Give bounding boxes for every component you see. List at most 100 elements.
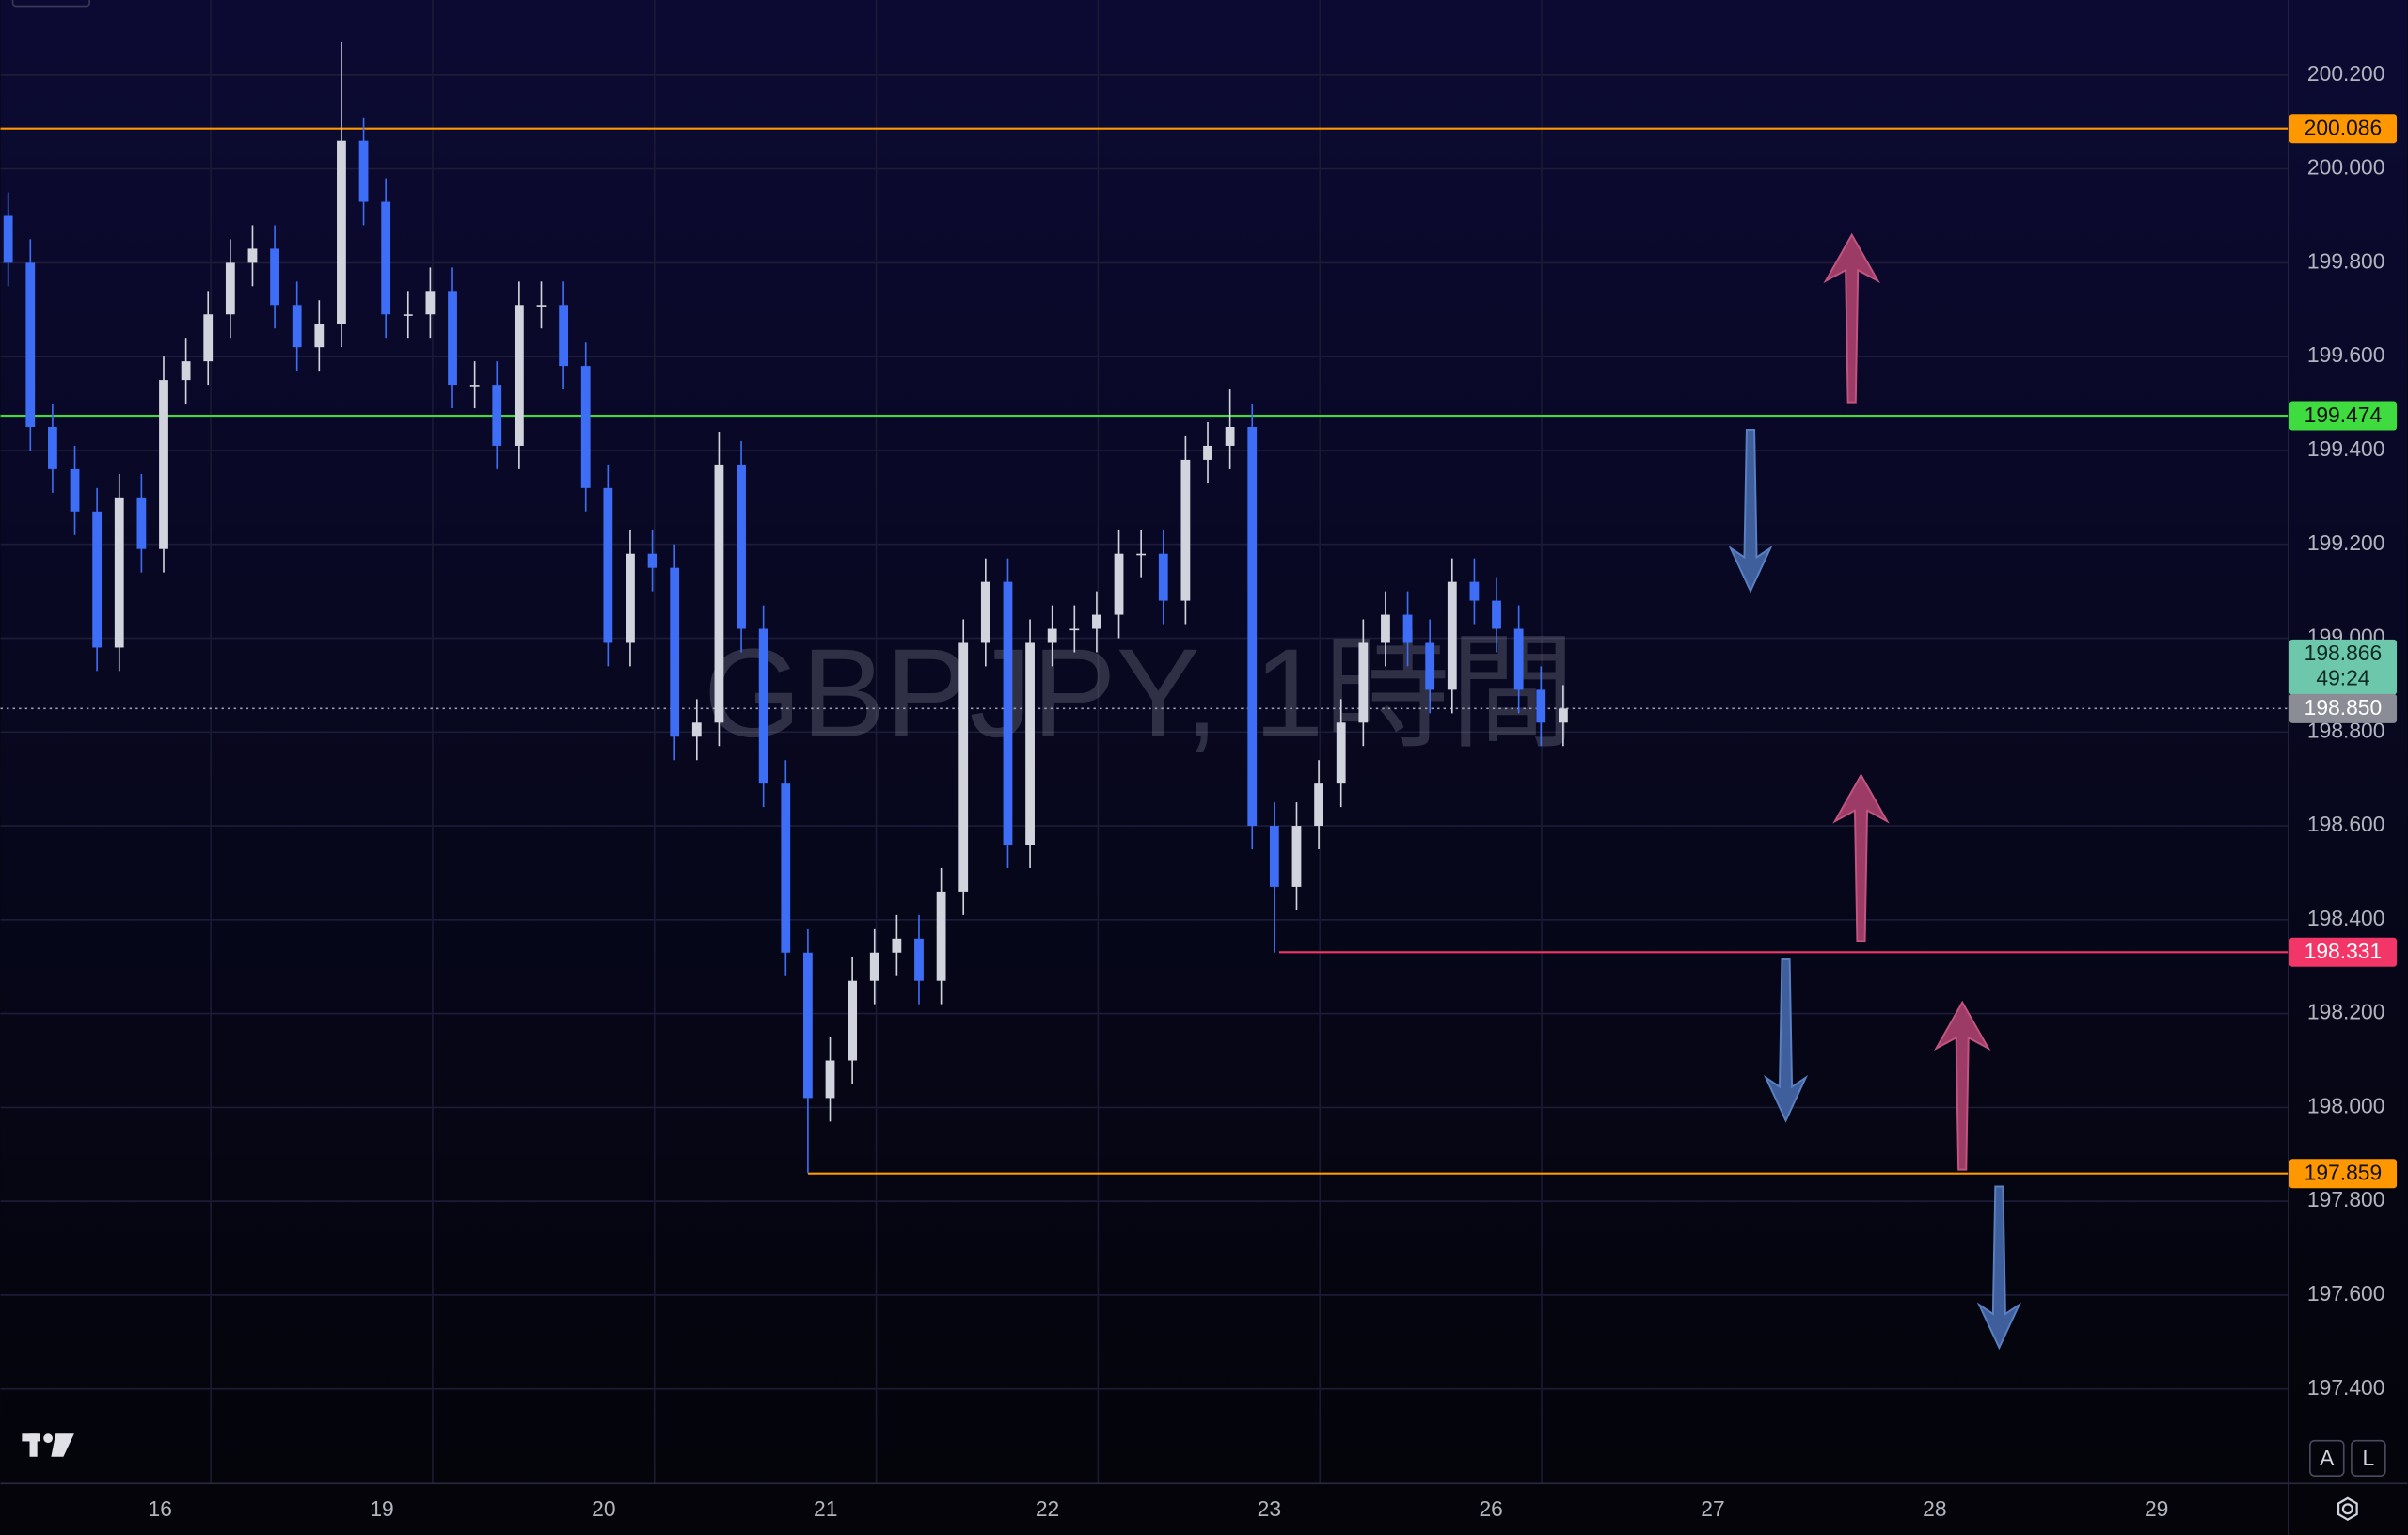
candle-body — [48, 426, 57, 469]
candle-body — [225, 262, 235, 315]
candle-body — [1314, 783, 1323, 827]
auto-scale-button[interactable] — [2309, 1439, 2345, 1477]
level-price-label: 198.331 — [2305, 939, 2383, 963]
candle-body — [381, 201, 391, 315]
candle-body — [1492, 600, 1501, 629]
candle-body — [358, 140, 369, 202]
watermark: GBPJPY, 1時間 — [704, 624, 1576, 764]
log-scale-icon: L — [2363, 1446, 2375, 1470]
candle-body — [1425, 642, 1435, 690]
level-price-label: 199.474 — [2305, 403, 2383, 427]
candle-body — [1291, 826, 1302, 887]
x-tick-label: 16 — [149, 1496, 172, 1521]
candle-body — [1447, 581, 1457, 690]
up-arrow — [1832, 773, 1890, 942]
candle-body — [425, 291, 436, 315]
candle-body — [1136, 553, 1147, 556]
candle-body — [25, 262, 36, 427]
candle-body — [1402, 614, 1413, 643]
y-tick-label: 199.400 — [2307, 436, 2385, 461]
candle-body — [492, 385, 502, 446]
candle-body — [92, 511, 103, 648]
candle-body — [1092, 614, 1101, 629]
level-price-label: 197.859 — [2305, 1161, 2383, 1185]
logo-part — [51, 1433, 74, 1457]
logo-part — [43, 1433, 53, 1444]
candle-body — [1558, 708, 1568, 723]
axis-layer: 200.200 200.000 199.800 199.600 199.400 199.2… — [149, 61, 2398, 1521]
down-arrow — [1976, 1185, 2021, 1351]
x-tick-label: 23 — [1258, 1496, 1281, 1521]
x-tick-label: 21 — [814, 1496, 837, 1521]
candle-body — [1536, 689, 1546, 723]
settings-button[interactable] — [2337, 1496, 2358, 1522]
candle-body — [1358, 642, 1369, 723]
y-tick-label: 199.600 — [2307, 342, 2385, 367]
candle-body — [1025, 642, 1035, 846]
y-tick-label: 200.000 — [2307, 155, 2385, 180]
candle-body — [337, 140, 346, 324]
log-scale-button[interactable] — [2351, 1439, 2386, 1477]
x-tick-label: 28 — [1923, 1496, 1946, 1521]
candle-body — [448, 291, 457, 386]
candle-body — [1114, 553, 1124, 615]
candle-body — [536, 305, 547, 307]
gear-outline — [2337, 1496, 2358, 1522]
candle-body — [848, 980, 858, 1061]
candle-body — [737, 464, 746, 629]
candle-body — [292, 305, 302, 348]
candle-body — [114, 497, 124, 648]
level-price-badge — [2289, 401, 2398, 431]
y-tick-label: 197.400 — [2307, 1375, 2385, 1400]
candle-body — [559, 305, 569, 367]
last-price-label: 198.850 — [2305, 695, 2383, 720]
candle-body — [1336, 722, 1346, 784]
candle-body — [936, 891, 946, 981]
y-tick-label: 199.800 — [2307, 248, 2385, 273]
candle-body — [647, 553, 657, 568]
candle-body — [670, 567, 680, 737]
candle-body — [1469, 581, 1480, 601]
level-price-label: 200.086 — [2305, 116, 2383, 140]
candle-body — [1047, 628, 1057, 643]
candle-body — [958, 642, 969, 892]
candle-body — [159, 380, 168, 549]
candle-body — [1247, 426, 1258, 827]
candle-body — [1203, 445, 1212, 460]
level-price-badge — [2289, 114, 2398, 144]
candle-layer — [3, 41, 1568, 1174]
candle-body — [181, 361, 191, 381]
candle-body — [1069, 628, 1080, 631]
candle-body — [580, 366, 591, 488]
level-price-badge — [2289, 937, 2398, 967]
candle-body — [758, 628, 768, 784]
candle-body — [869, 952, 879, 981]
price-badge — [2289, 639, 2398, 695]
candle-body — [980, 581, 990, 643]
up-arrow — [1933, 1000, 1991, 1171]
x-tick-label: 22 — [1036, 1496, 1059, 1521]
logo — [22, 1433, 74, 1457]
x-tick-label: 19 — [370, 1496, 393, 1521]
up-arrow — [1823, 232, 1880, 404]
candle-body — [1269, 826, 1279, 887]
candle-body — [892, 938, 902, 953]
candle-body — [603, 487, 613, 643]
candle-body — [914, 938, 924, 981]
y-tick-label: 199.200 — [2307, 530, 2385, 555]
x-tick-label: 29 — [2145, 1496, 2168, 1521]
candle-body — [270, 248, 279, 306]
candle-body — [1158, 553, 1168, 601]
candle-body — [1180, 459, 1191, 601]
candle-body — [1513, 628, 1524, 690]
arrows — [1728, 232, 2021, 1351]
y-tick-label: 197.800 — [2307, 1187, 2385, 1211]
level-price-badge — [2289, 1159, 2398, 1189]
x-tick-label: 20 — [592, 1496, 615, 1521]
y-tick-label: 198.200 — [2307, 1000, 2385, 1024]
candle-body — [3, 215, 13, 263]
candle-body — [403, 314, 413, 316]
